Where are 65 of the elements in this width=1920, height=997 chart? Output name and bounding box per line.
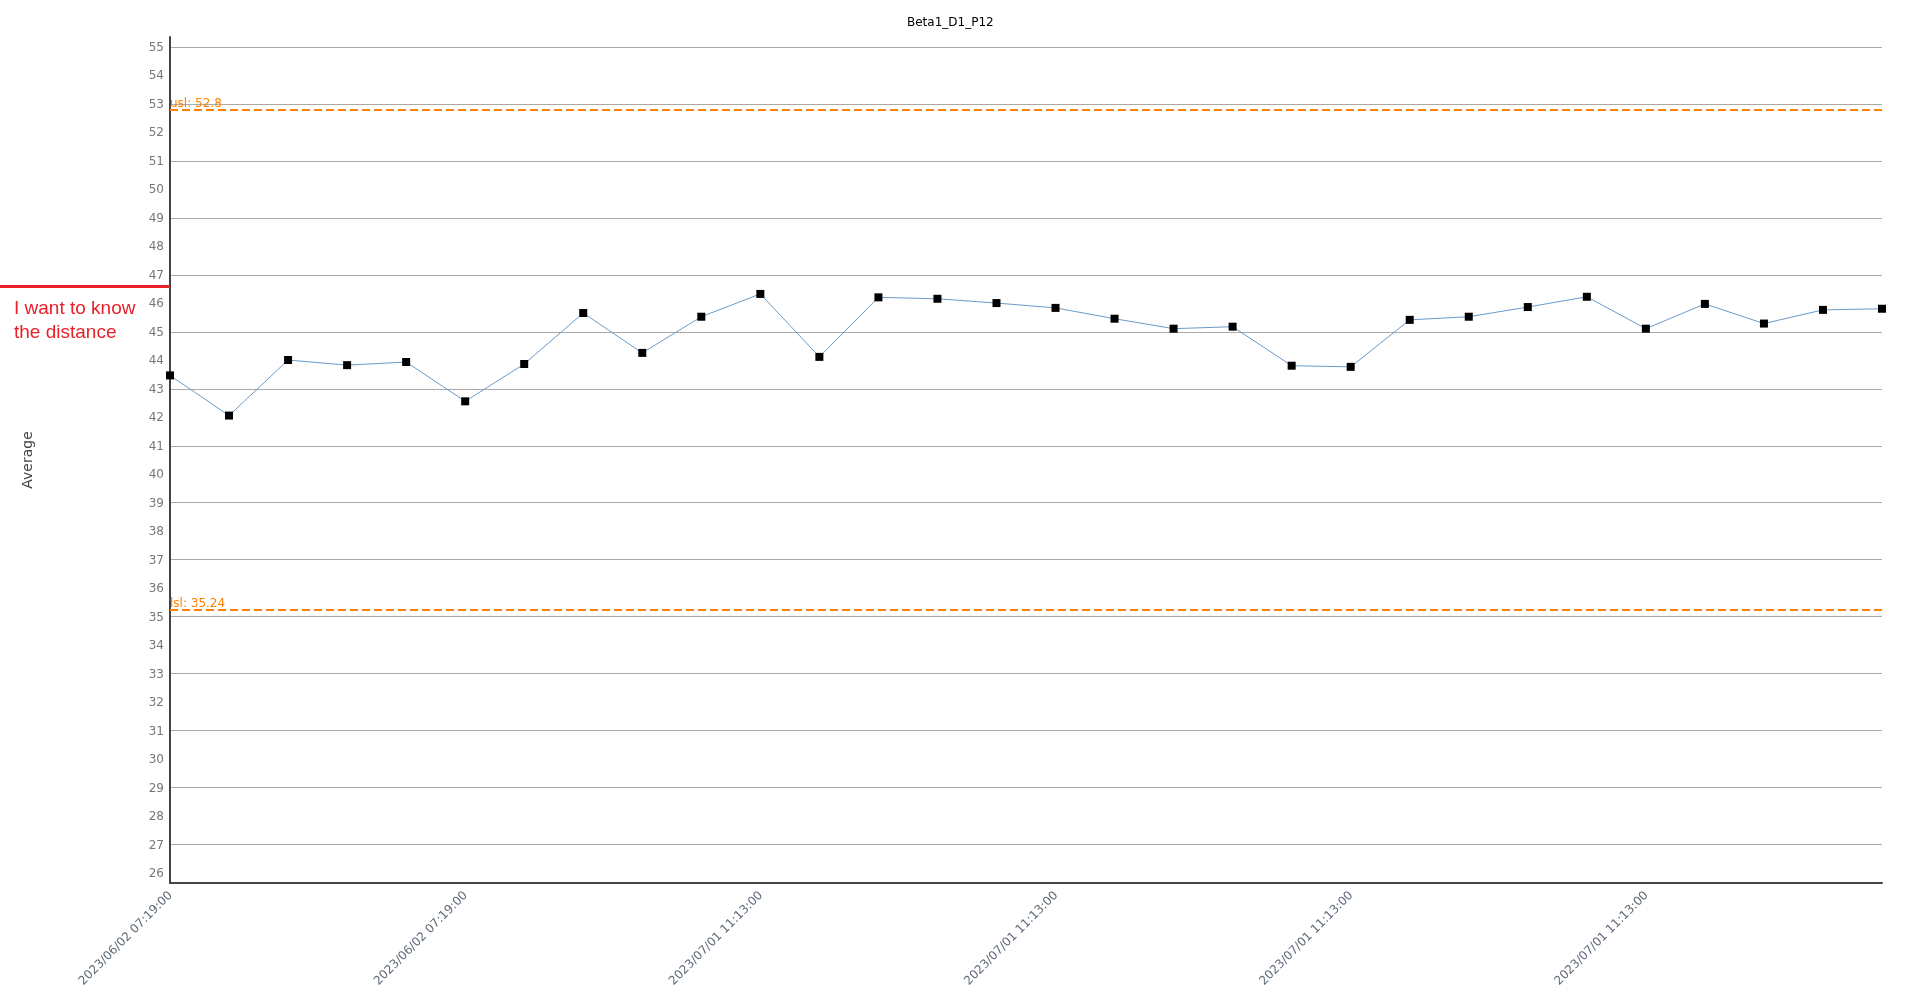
point	[1641, 324, 1650, 333]
y-tick-label: 50	[148, 182, 164, 197]
point	[1228, 322, 1237, 331]
point	[1523, 303, 1532, 312]
y-tick-label: 28	[148, 809, 164, 824]
point	[520, 360, 529, 369]
y-tick-label: 40	[148, 467, 164, 482]
point	[1110, 314, 1119, 323]
ref-line-label: usl: 52.8	[170, 95, 222, 110]
point	[461, 397, 470, 406]
y-tick-label: 47	[148, 267, 164, 282]
point	[1700, 299, 1709, 308]
text: I want to know the distance	[14, 297, 136, 342]
point	[1878, 304, 1886, 313]
point	[166, 371, 174, 380]
y-tick-label: 38	[148, 524, 164, 539]
y-tick-label: 31	[148, 723, 164, 738]
y-tick-label: 53	[148, 96, 164, 111]
point	[1346, 362, 1355, 371]
y-tick-label: 43	[148, 381, 164, 396]
y-tick-label: 46	[148, 296, 164, 311]
y-tick-label: 42	[148, 410, 164, 425]
y-tick-label: 26	[148, 866, 164, 881]
y-tick-label: 41	[148, 438, 164, 453]
point	[1051, 303, 1060, 312]
y-tick-label: 49	[148, 210, 164, 225]
y-tick-label: 30	[148, 752, 164, 767]
point	[579, 309, 588, 318]
point	[1169, 324, 1178, 333]
point	[933, 294, 942, 303]
y-tick-label: 48	[148, 239, 164, 254]
point	[343, 361, 352, 370]
y-tick-label: 32	[148, 695, 164, 710]
point	[284, 356, 293, 365]
y-tick-label: 37	[148, 552, 164, 567]
y-tick-label: 44	[148, 353, 164, 368]
y-tick-label: 51	[148, 153, 164, 168]
y-tick-label: 27	[148, 837, 164, 852]
y-tick-label: 55	[148, 39, 164, 54]
y-tick-label: 34	[148, 638, 164, 653]
point	[1582, 292, 1591, 301]
point	[992, 299, 1001, 308]
y-tick-label: 29	[148, 780, 164, 795]
y-tick-label: 54	[148, 68, 164, 83]
point	[225, 411, 234, 420]
y-tick-label: 35	[148, 609, 164, 624]
point	[638, 348, 647, 357]
ref-line-label: lsl: 35.24	[170, 595, 226, 610]
point	[756, 289, 765, 298]
y-tick-label: 52	[148, 125, 164, 140]
point	[697, 312, 706, 321]
point	[815, 352, 824, 361]
y-tick-label: 36	[148, 581, 164, 596]
y-axis-title: Average	[19, 431, 35, 489]
chart-title: Beta1_D1_P12	[907, 15, 994, 29]
point	[1287, 361, 1296, 370]
point	[874, 293, 883, 302]
point	[1818, 305, 1827, 314]
y-tick-label: 39	[148, 495, 164, 510]
point	[1405, 315, 1414, 324]
y-tick-label: 45	[148, 324, 164, 339]
point	[402, 358, 411, 367]
point	[1464, 312, 1473, 321]
y-tick-label: 33	[148, 666, 164, 681]
point	[1759, 319, 1768, 328]
